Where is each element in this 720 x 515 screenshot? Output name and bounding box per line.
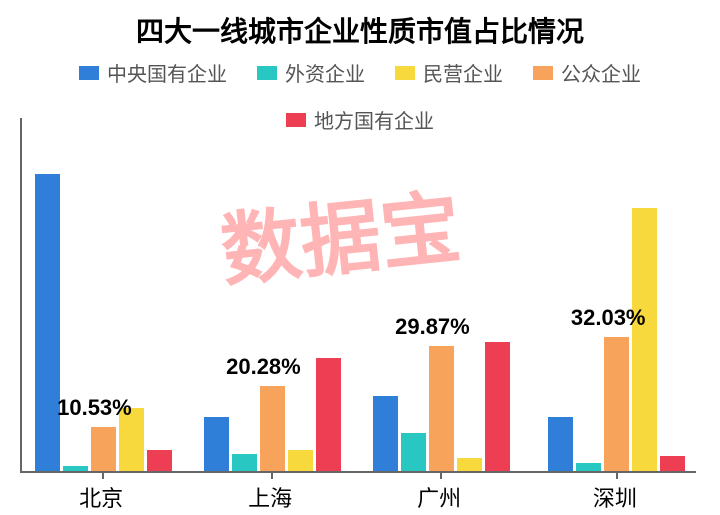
chart-root: 四大一线城市企业性质市值占比情况 中央国有企业外资企业民营企业公众企业地方国有企… bbox=[0, 0, 720, 515]
legend-item: 中央国有企业 bbox=[79, 58, 227, 87]
chart-title: 四大一线城市企业性质市值占比情况 bbox=[0, 0, 720, 50]
bar bbox=[232, 454, 257, 471]
bar-group bbox=[373, 342, 510, 471]
legend-label: 公众企业 bbox=[561, 58, 641, 87]
bar bbox=[632, 208, 657, 471]
legend-swatch bbox=[533, 66, 553, 80]
legend-item: 民营企业 bbox=[395, 58, 503, 87]
bar bbox=[147, 450, 172, 471]
legend-item: 外资企业 bbox=[257, 58, 365, 87]
bar bbox=[457, 458, 482, 471]
bar bbox=[429, 346, 454, 471]
plot-area: 10.53% 20.28% 29.87% 32.03% bbox=[20, 118, 696, 473]
x-axis-label: 广州 bbox=[417, 481, 461, 513]
bar bbox=[91, 427, 116, 471]
value-label: 10.53% bbox=[57, 395, 132, 421]
bar bbox=[204, 417, 229, 471]
legend-label: 外资企业 bbox=[285, 58, 365, 87]
bar bbox=[548, 417, 573, 471]
bar-group bbox=[35, 174, 172, 471]
bar bbox=[576, 463, 601, 471]
bar bbox=[35, 174, 60, 471]
x-axis-labels: 北京 上海 广州 深圳 bbox=[20, 475, 696, 515]
bar bbox=[604, 337, 629, 471]
bar bbox=[316, 358, 341, 471]
value-label: 20.28% bbox=[226, 354, 301, 380]
legend-swatch bbox=[257, 66, 277, 80]
x-axis-label: 深圳 bbox=[593, 481, 637, 513]
legend-label: 民营企业 bbox=[423, 58, 503, 87]
x-axis-label: 上海 bbox=[248, 481, 292, 513]
legend-swatch bbox=[79, 66, 99, 80]
bar bbox=[660, 456, 685, 471]
legend-swatch bbox=[395, 66, 415, 80]
bar bbox=[485, 342, 510, 471]
bar bbox=[401, 433, 426, 471]
value-label: 29.87% bbox=[395, 314, 470, 340]
x-axis-label: 北京 bbox=[79, 481, 123, 513]
legend-label: 中央国有企业 bbox=[107, 58, 227, 87]
bar bbox=[63, 466, 88, 471]
bar bbox=[260, 386, 285, 471]
legend-item: 公众企业 bbox=[533, 58, 641, 87]
bar-group bbox=[548, 208, 685, 471]
bar bbox=[288, 450, 313, 471]
bar bbox=[373, 396, 398, 471]
value-label: 32.03% bbox=[571, 305, 646, 331]
